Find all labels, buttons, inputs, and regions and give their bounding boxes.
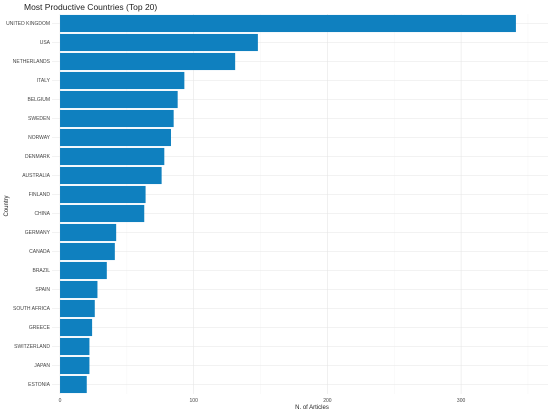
- bar-japan: [60, 356, 90, 375]
- x-tick-label: 200: [323, 398, 332, 404]
- bar-sweden: [60, 109, 174, 128]
- y-tick-label: SOUTH AFRICA: [13, 306, 51, 312]
- y-tick-label: SWEDEN: [28, 116, 50, 122]
- bar-finland: [60, 185, 146, 204]
- chart-title: Most Productive Countries (Top 20): [24, 2, 157, 12]
- bars: [60, 14, 516, 394]
- bar-usa: [60, 33, 258, 52]
- bar-united-kingdom: [60, 14, 516, 33]
- y-tick-label: SWITZERLAND: [14, 344, 50, 350]
- x-tick-label: 300: [457, 398, 466, 404]
- x-axis-label: N. of Articles: [295, 405, 329, 411]
- bar-brazil: [60, 261, 107, 280]
- y-tick-label: CHINA: [34, 211, 50, 217]
- bar-italy: [60, 71, 185, 90]
- y-tick-label: GREECE: [29, 325, 51, 331]
- y-tick-label: FINLAND: [29, 192, 51, 198]
- bar-canada: [60, 242, 115, 261]
- y-tick-label: GERMANY: [25, 230, 51, 236]
- y-tick-label: SPAIN: [35, 287, 50, 293]
- y-tick-label: BELGIUM: [27, 97, 50, 103]
- bar-spain: [60, 280, 98, 299]
- y-tick-label: USA: [40, 40, 51, 46]
- y-tick-label: ITALY: [37, 78, 51, 84]
- bar-belgium: [60, 90, 178, 109]
- x-tick-labels: 0 100 200 300: [59, 398, 466, 404]
- y-tick-label: CANADA: [29, 249, 51, 255]
- bar-denmark: [60, 147, 165, 166]
- bar-south-africa: [60, 299, 95, 318]
- y-tick-label: AUSTRALIA: [22, 173, 50, 179]
- bar-netherlands: [60, 52, 236, 71]
- y-tick-label: UNITED KINGDOM: [6, 21, 50, 27]
- x-tick-label: 100: [190, 398, 199, 404]
- bar-switzerland: [60, 337, 90, 356]
- bar-estonia: [60, 375, 87, 394]
- y-tick-label: ESTONIA: [28, 382, 51, 388]
- bar-china: [60, 204, 145, 223]
- x-tick-label: 0: [59, 398, 62, 404]
- y-tick-labels: UNITED KINGDOM USA NETHERLANDS ITALY BELGIUM…: [6, 21, 51, 388]
- bar-germany: [60, 223, 117, 242]
- y-tick-label: NETHERLANDS: [13, 59, 51, 65]
- y-tick-label: DENMARK: [25, 154, 51, 160]
- y-tick-label: NORWAY: [28, 135, 51, 141]
- bar-australia: [60, 166, 162, 185]
- bar-greece: [60, 318, 93, 337]
- bar-norway: [60, 128, 171, 147]
- y-tick-label: BRAZIL: [32, 268, 50, 274]
- y-axis-label: Country: [4, 195, 10, 216]
- y-tick-label: JAPAN: [34, 363, 50, 369]
